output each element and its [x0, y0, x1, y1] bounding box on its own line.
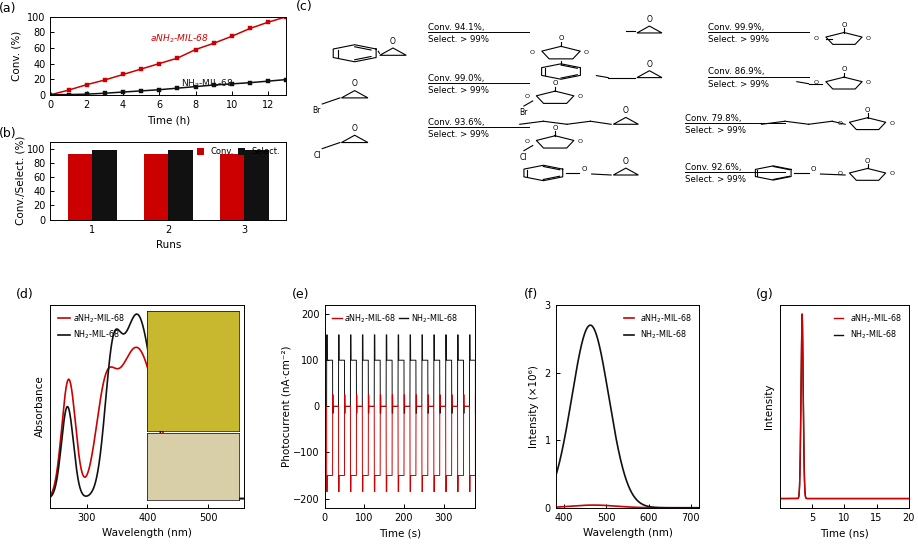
Text: O: O — [866, 36, 871, 41]
Text: O: O — [577, 139, 583, 144]
Text: Conv. 99.9%,: Conv. 99.9%, — [709, 23, 765, 32]
Text: O: O — [841, 22, 846, 28]
Text: (c): (c) — [296, 0, 312, 13]
Text: O: O — [352, 124, 358, 133]
Legend: $a$NH$_2$-MIL-68, NH$_2$-MIL-68: $a$NH$_2$-MIL-68, NH$_2$-MIL-68 — [54, 309, 128, 344]
Legend: Conv., Select.: Conv., Select. — [196, 146, 282, 158]
Bar — [93, 150, 117, 220]
Text: O: O — [837, 171, 843, 176]
Bar — [68, 153, 93, 220]
Bar — [168, 150, 193, 220]
X-axis label: Wavelength (nm): Wavelength (nm) — [103, 528, 193, 538]
Text: O: O — [553, 80, 558, 86]
Text: O: O — [841, 66, 846, 73]
Text: (b): (b) — [0, 127, 17, 140]
Text: O: O — [524, 139, 530, 144]
Text: Select. > 99%: Select. > 99% — [709, 80, 769, 89]
Text: O: O — [390, 37, 396, 46]
Bar — [244, 150, 269, 220]
Text: Conv. 99.0%,: Conv. 99.0%, — [429, 74, 485, 83]
Text: Conv. 92.6%,: Conv. 92.6%, — [685, 163, 742, 172]
Text: O: O — [623, 107, 629, 116]
Text: O: O — [646, 15, 653, 24]
Text: NH$_2$-MIL-68: NH$_2$-MIL-68 — [181, 78, 233, 90]
Legend: $a$NH$_2$-MIL-68, NH$_2$-MIL-68: $a$NH$_2$-MIL-68, NH$_2$-MIL-68 — [621, 309, 695, 344]
Text: O: O — [865, 107, 870, 113]
Y-axis label: Conv./Select. (%): Conv./Select. (%) — [16, 136, 26, 225]
Text: O: O — [811, 166, 816, 172]
Text: O: O — [814, 36, 819, 41]
Text: Select. > 99%: Select. > 99% — [429, 86, 489, 95]
Text: $a$NH$_2$-MIL-68: $a$NH$_2$-MIL-68 — [151, 33, 208, 45]
Bar — [144, 153, 168, 220]
Y-axis label: Intensity: Intensity — [764, 383, 774, 429]
X-axis label: Time (s): Time (s) — [379, 528, 421, 538]
Text: O: O — [558, 35, 564, 41]
X-axis label: Runs: Runs — [156, 240, 181, 250]
Text: Select. > 99%: Select. > 99% — [709, 35, 769, 44]
Text: O: O — [553, 125, 558, 131]
Text: O: O — [584, 50, 589, 55]
Text: (e): (e) — [291, 288, 309, 301]
Text: O: O — [646, 60, 653, 69]
Legend: $a$NH$_2$-MIL-68, NH$_2$-MIL-68: $a$NH$_2$-MIL-68, NH$_2$-MIL-68 — [329, 309, 461, 328]
Text: (f): (f) — [524, 288, 538, 301]
Text: Conv. 94.1%,: Conv. 94.1%, — [429, 23, 485, 32]
Text: Conv. 86.9%,: Conv. 86.9%, — [709, 68, 765, 76]
X-axis label: Time (h): Time (h) — [147, 115, 190, 125]
Legend: $a$NH$_2$-MIL-68, NH$_2$-MIL-68: $a$NH$_2$-MIL-68, NH$_2$-MIL-68 — [831, 309, 905, 344]
Text: Select. > 99%: Select. > 99% — [429, 131, 489, 140]
X-axis label: Time (ns): Time (ns) — [820, 528, 868, 538]
Y-axis label: Absorbance: Absorbance — [35, 376, 45, 437]
Text: Br: Br — [312, 106, 320, 115]
Text: (d): (d) — [16, 288, 33, 301]
Text: O: O — [866, 80, 871, 85]
Text: (g): (g) — [756, 288, 774, 301]
Text: O: O — [577, 94, 583, 99]
Y-axis label: Intensity (×10⁶): Intensity (×10⁶) — [529, 365, 539, 448]
Text: O: O — [582, 166, 587, 172]
Text: Conv. 93.6%,: Conv. 93.6%, — [429, 118, 485, 127]
Text: O: O — [623, 157, 629, 166]
Text: Select. > 99%: Select. > 99% — [685, 175, 745, 184]
Bar — [220, 155, 244, 220]
Text: O: O — [890, 171, 894, 176]
Text: O: O — [837, 121, 843, 126]
Text: O: O — [814, 80, 819, 85]
Text: Select. > 99%: Select. > 99% — [685, 126, 745, 135]
Text: Select. > 99%: Select. > 99% — [429, 35, 489, 44]
Text: O: O — [352, 79, 358, 88]
Text: Cl: Cl — [314, 151, 321, 160]
Text: Br: Br — [520, 108, 528, 117]
Text: O: O — [524, 94, 530, 99]
Text: Cl: Cl — [521, 153, 528, 162]
Text: Conv. 79.8%,: Conv. 79.8%, — [685, 114, 742, 123]
X-axis label: Wavelength (nm): Wavelength (nm) — [583, 528, 672, 538]
Text: (a): (a) — [0, 2, 17, 15]
Text: O: O — [530, 50, 535, 55]
Text: O: O — [890, 121, 894, 126]
Y-axis label: Conv. (%): Conv. (%) — [12, 31, 22, 81]
Y-axis label: Photocurrent (nA·cm⁻²): Photocurrent (nA·cm⁻²) — [282, 345, 292, 467]
Text: O: O — [865, 157, 870, 163]
